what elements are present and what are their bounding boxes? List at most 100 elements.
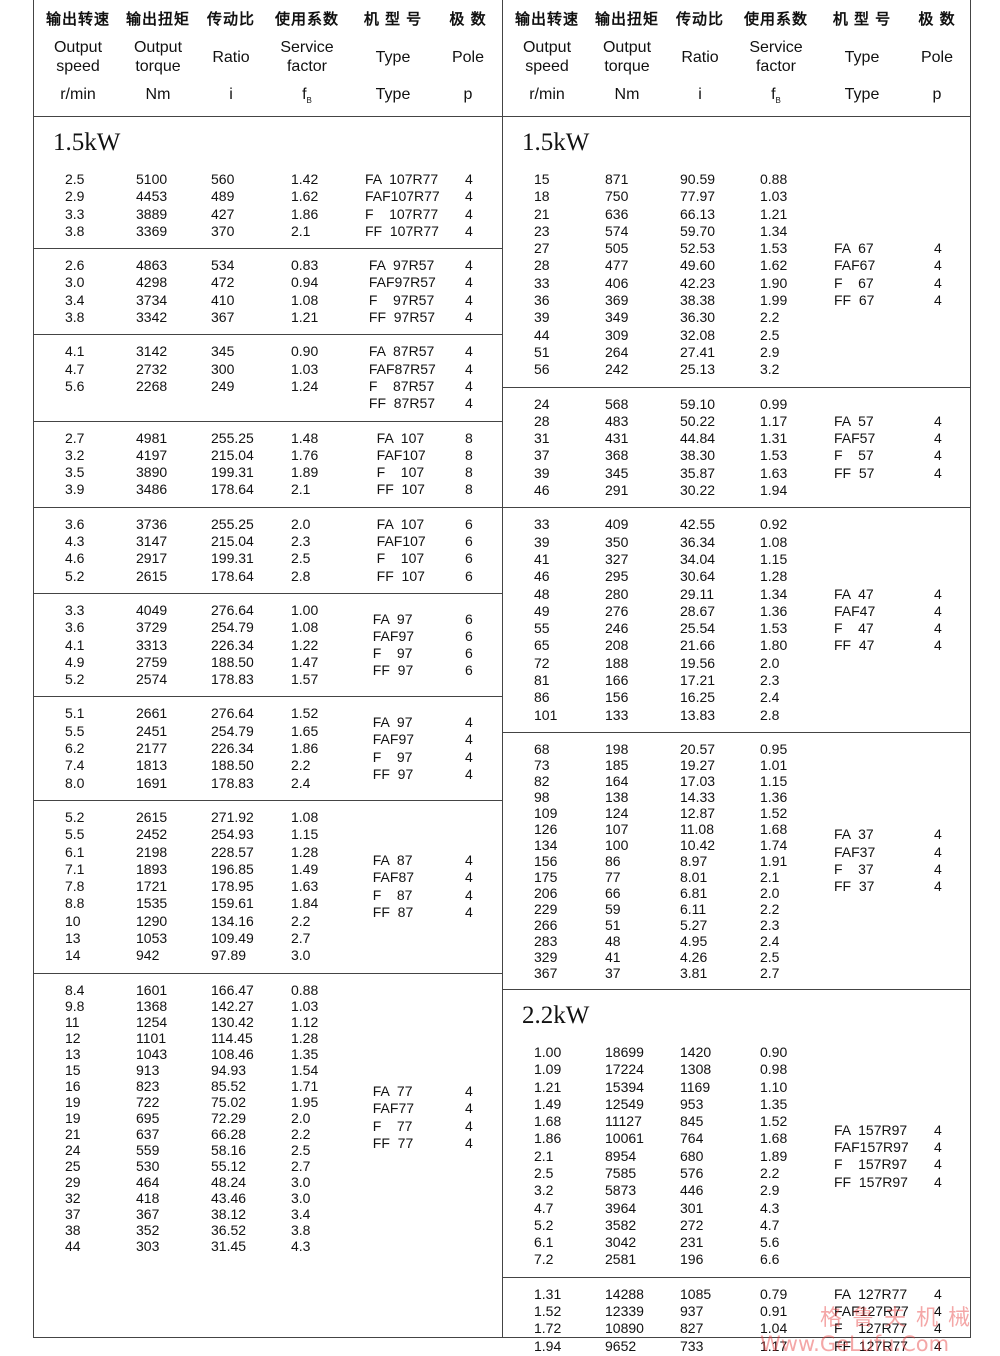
table-row: 19 695 72.29 2.0	[33, 1110, 502, 1126]
torque-cell: 14288	[605, 1285, 644, 1302]
header-cn: 极 数	[449, 11, 487, 28]
table-row: 4.9 2759 188.50 1.47	[33, 654, 502, 671]
torque-cell: 1101	[136, 1029, 167, 1046]
type-row: FAF67 4	[834, 257, 964, 274]
type-row: F 97 6	[365, 645, 495, 662]
type-column: FA 107R77 4 FAF107R77 4 F 107R77 4 FF 107R77 4	[365, 163, 495, 248]
speed-cell: 1.00	[534, 1043, 562, 1060]
ratio-cell: 130.42	[211, 1013, 254, 1030]
torque-cell: 48	[605, 932, 621, 949]
table-row: 4.6 2917 199.31 2.5	[33, 550, 502, 567]
table-row: 1.52 12339 937 0.91	[502, 1303, 971, 1320]
unit-label: p	[463, 86, 473, 103]
header-en: Output speed	[53, 39, 103, 75]
service-factor-cell: 1.08	[291, 619, 319, 636]
table-row: 9.8 1368 142.27 1.03	[33, 998, 502, 1014]
service-factor-cell: 1.15	[760, 772, 788, 789]
torque-cell: 309	[605, 326, 629, 343]
speed-cell: 1.31	[534, 1285, 562, 1302]
ratio-cell: 199.31	[211, 464, 254, 481]
header-cn: 机 型 号	[363, 11, 423, 28]
pole-cell: 6	[465, 627, 473, 644]
type-cell: FAF97	[365, 731, 415, 748]
ratio-cell: 16.25	[680, 689, 716, 706]
torque-cell: 2452	[136, 826, 168, 843]
type-cell: F 77	[365, 1117, 413, 1134]
type-cell: FAF157R97	[834, 1139, 909, 1156]
service-factor-cell: 2.1	[760, 868, 780, 885]
service-factor-cell: 2.7	[760, 964, 780, 981]
torque-cell: 156	[605, 689, 629, 706]
ratio-cell: 254.93	[211, 826, 254, 843]
ratio-cell: 1420	[680, 1043, 712, 1060]
speed-cell: 4.3	[65, 533, 85, 550]
pole-cell: 6	[465, 645, 473, 662]
type-column: FA 67 4 FAF67 4 F 67 4 FF 67 4	[834, 163, 964, 387]
type-row: FA 77 4	[365, 1083, 495, 1100]
type-column: FA 97 4 FAF97 4 F 97 4 FF 97 4	[365, 697, 495, 799]
motor-group: 3.3 4049 276.64 1.00 3.6 3729 254.79 1.08 4.1 331…	[33, 594, 502, 698]
header-cn: 输出扭矩	[594, 11, 659, 28]
speed-cell: 72	[534, 654, 550, 671]
table-row: 68 198 20.57 0.95	[502, 741, 971, 757]
type-row: FF 67 4	[834, 292, 964, 309]
power-title: 1.5kW	[53, 129, 121, 156]
pole-cell: 4	[465, 852, 473, 869]
speed-cell: 5.5	[65, 826, 85, 843]
service-factor-cell: 1.21	[291, 309, 319, 326]
pole-cell: 4	[465, 171, 473, 187]
speed-cell: 367	[534, 964, 558, 981]
unit-subscript: B	[775, 96, 781, 106]
pole-cell: 4	[934, 637, 942, 654]
speed-cell: 5.2	[65, 671, 85, 688]
service-factor-cell: 2.4	[760, 932, 780, 949]
type-row: FA 157R97 4	[834, 1122, 964, 1139]
unit-label: r/min	[60, 86, 96, 103]
service-factor-cell: 1.68	[760, 820, 788, 837]
speed-cell: 109	[534, 804, 558, 821]
type-row: FAF127R77 4	[834, 1303, 964, 1320]
ratio-cell: 178.64	[211, 481, 254, 498]
service-factor-cell: 1.08	[760, 533, 788, 550]
pole-cell: 4	[934, 1121, 942, 1138]
type-row: FA 57 4	[834, 413, 964, 430]
ratio-cell: 427	[211, 205, 235, 222]
ratio-cell: 4.95	[680, 932, 708, 949]
table-row: 109 124 12.87 1.52	[502, 805, 971, 821]
ratio-cell: 17.21	[680, 672, 716, 689]
torque-cell: 303	[136, 1237, 160, 1254]
pole-cell: 4	[465, 714, 473, 731]
table-row: 16 823 85.52 1.71	[33, 1078, 502, 1094]
torque-cell: 1290	[136, 912, 168, 929]
type-cell: FF 67	[834, 292, 875, 309]
table-row: 19 722 75.02 1.95	[33, 1094, 502, 1110]
type-column: FA 97 6 FAF97 6 F 97 6 FF 97 6	[365, 594, 495, 696]
table-row: 5.2 2574 178.83 1.57	[33, 671, 502, 688]
service-factor-cell: 1.53	[760, 240, 788, 257]
header-left: 输出转速 Output speed r/min 输出扭矩 Output torque Nm…	[33, 0, 502, 116]
torque-cell: 574	[605, 222, 629, 239]
table-row: 49 276 28.67 1.36	[502, 603, 971, 620]
ratio-cell: 560	[211, 171, 235, 187]
speed-cell: 19	[65, 1109, 81, 1126]
power-title: 1.5kW	[522, 129, 590, 156]
speed-cell: 39	[534, 309, 550, 326]
speed-cell: 6.1	[534, 1234, 554, 1251]
type-row: FAF37 4	[834, 844, 964, 861]
table-row: 175 77 8.01 2.1	[502, 869, 971, 885]
speed-cell: 4.7	[65, 360, 85, 377]
table-row: 44 303 31.45 4.3	[33, 1238, 502, 1254]
torque-cell: 198	[605, 740, 629, 757]
ratio-cell: 36.30	[680, 309, 716, 326]
torque-cell: 100	[605, 836, 629, 853]
type-cell: FAF67	[834, 257, 876, 274]
service-factor-cell: 2.2	[291, 912, 311, 929]
table-row: 28 483 50.22 1.17	[502, 413, 971, 430]
service-factor-cell: 1.57	[291, 671, 319, 688]
speed-cell: 9.8	[65, 997, 85, 1014]
speed-cell: 33	[534, 516, 550, 533]
service-factor-cell: 1.17	[760, 412, 788, 429]
ratio-cell: 4.26	[680, 948, 708, 965]
speed-cell: 7.4	[65, 757, 85, 774]
table-row: 206 66 6.81 2.0	[502, 885, 971, 901]
